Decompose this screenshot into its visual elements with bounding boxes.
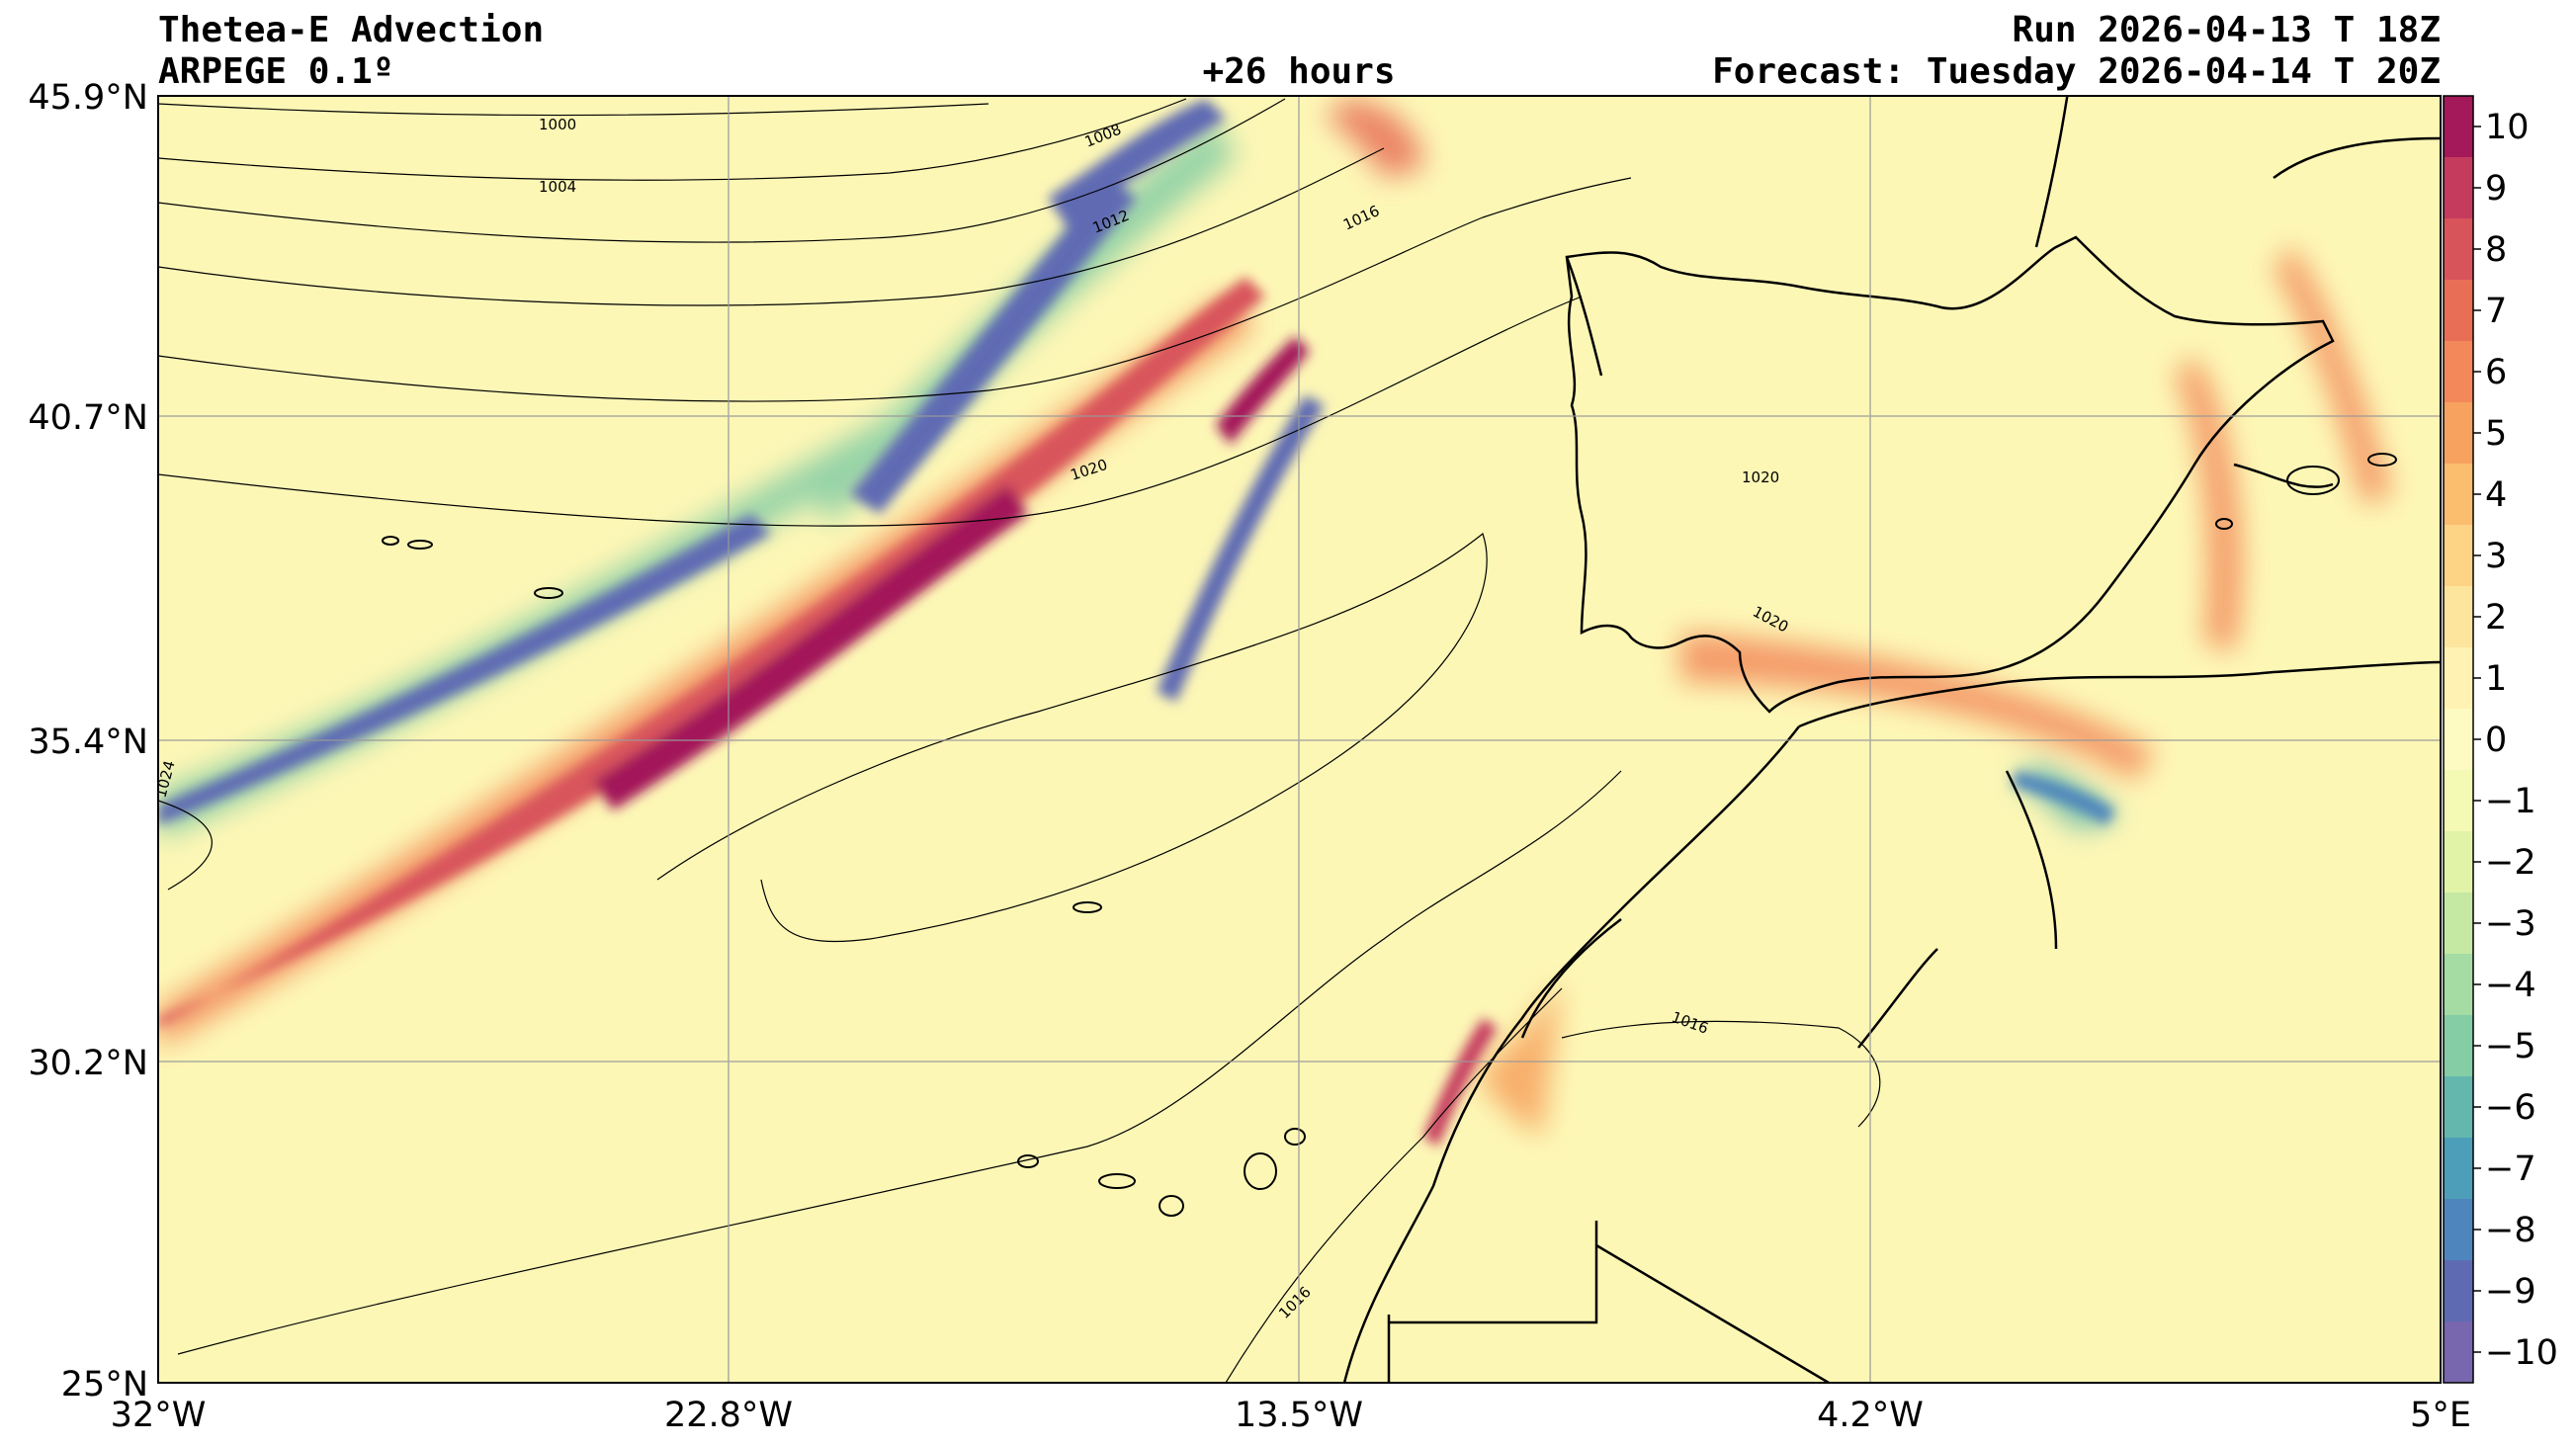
coastlines	[1342, 96, 2441, 1383]
colorbar-swatch	[2444, 893, 2473, 955]
colorbar-tick-label: −10	[2485, 1333, 2558, 1373]
colorbar-tick-label: −5	[2485, 1027, 2536, 1066]
forecast-time: Forecast: Tuesday 2026-04-14 T 20Z	[1712, 51, 2441, 92]
colorbar-swatch	[2444, 96, 2473, 158]
y-tick-label: 30.2°N	[28, 1044, 148, 1083]
colorbar-swatch	[2444, 831, 2473, 893]
x-tick-label: 4.2°W	[1817, 1396, 1924, 1435]
colorbar-swatch	[2444, 770, 2473, 832]
run-time: Run 2026-04-13 T 18Z	[2013, 10, 2441, 50]
advection-field	[158, 99, 2392, 1147]
colorbar-tick-label: 4	[2485, 475, 2507, 515]
colorbar-tick-label: −3	[2485, 904, 2536, 944]
colorbar-tick-label: −4	[2485, 966, 2536, 1005]
x-tick-label: 32°W	[111, 1396, 207, 1435]
colorbar-swatch	[2444, 218, 2473, 281]
map-title: Thetea-E Advection	[158, 10, 544, 50]
isobars	[158, 98, 1881, 1383]
gridlines	[158, 96, 2441, 1383]
y-tick-label: 40.7°N	[28, 398, 148, 438]
colorbar-swatch	[2444, 647, 2473, 710]
colorbar-tick-label: 1	[2485, 659, 2507, 699]
colorbar-swatch	[2444, 1015, 2473, 1077]
islands	[382, 453, 2397, 1217]
y-tick-label: 35.4°N	[28, 723, 148, 762]
colorbar-tick-label: −1	[2485, 782, 2536, 821]
colorbar-swatch	[2444, 1321, 2473, 1384]
colorbar-tick-label: 7	[2485, 292, 2507, 331]
colorbar-swatch	[2444, 525, 2473, 587]
map-panel: 1000 1004 1008 1012 1016 1020 1024 1020 …	[158, 96, 2441, 1383]
colorbar-swatch	[2444, 1260, 2473, 1322]
colorbar-tick-label: 9	[2485, 169, 2507, 209]
colorbar-tick-label: −2	[2485, 843, 2536, 883]
isobar-label: 1000	[539, 116, 576, 133]
colorbar-swatch	[2444, 954, 2473, 1016]
colorbar-tick-label: 6	[2485, 353, 2507, 392]
colorbar-tick-label: 5	[2485, 414, 2507, 454]
colorbar-tick-label: 10	[2485, 108, 2530, 147]
colorbar-tick-label: 3	[2485, 537, 2507, 576]
x-tick-label: 13.5°W	[1235, 1396, 1363, 1435]
colorbar-swatch	[2444, 402, 2473, 465]
y-tick-label: 25°N	[61, 1365, 148, 1404]
lead-time: +26 hours	[1202, 51, 1395, 92]
colorbar-tick-label: −6	[2485, 1088, 2536, 1128]
isobar-label: 1004	[539, 178, 576, 196]
colorbar-swatch	[2444, 464, 2473, 526]
x-tick-label: 5°E	[2410, 1396, 2471, 1435]
colorbar-swatch	[2444, 1199, 2473, 1261]
model-label: ARPEGE 0.1º	[158, 51, 393, 92]
colorbar-swatch	[2444, 1076, 2473, 1139]
colorbar-swatch	[2444, 586, 2473, 648]
colorbar-tick-label: −8	[2485, 1211, 2536, 1250]
x-tick-label: 22.8°W	[664, 1396, 793, 1435]
colorbar-swatch	[2444, 157, 2473, 219]
map-frame	[157, 95, 2442, 1384]
colorbar-swatch	[2444, 280, 2473, 342]
colorbar-tick-label: 2	[2485, 598, 2507, 638]
colorbar-swatch	[2444, 709, 2473, 771]
y-tick-label: 45.9°N	[28, 78, 148, 118]
colorbar-tick-label: −7	[2485, 1149, 2536, 1189]
colorbar-tick-label: 8	[2485, 230, 2507, 270]
colorbar-swatch	[2444, 341, 2473, 403]
isobar-label: 1020	[1742, 468, 1779, 486]
x-axis: 32°W 22.8°W 13.5°W 4.2°W 5°E	[111, 1396, 2471, 1435]
y-axis: 45.9°N 40.7°N 35.4°N 30.2°N 25°N	[28, 78, 148, 1404]
colorbar-tick-label: 0	[2485, 721, 2507, 760]
colorbar-swatch	[2444, 1138, 2473, 1200]
colorbar-tick-label: −9	[2485, 1272, 2536, 1312]
